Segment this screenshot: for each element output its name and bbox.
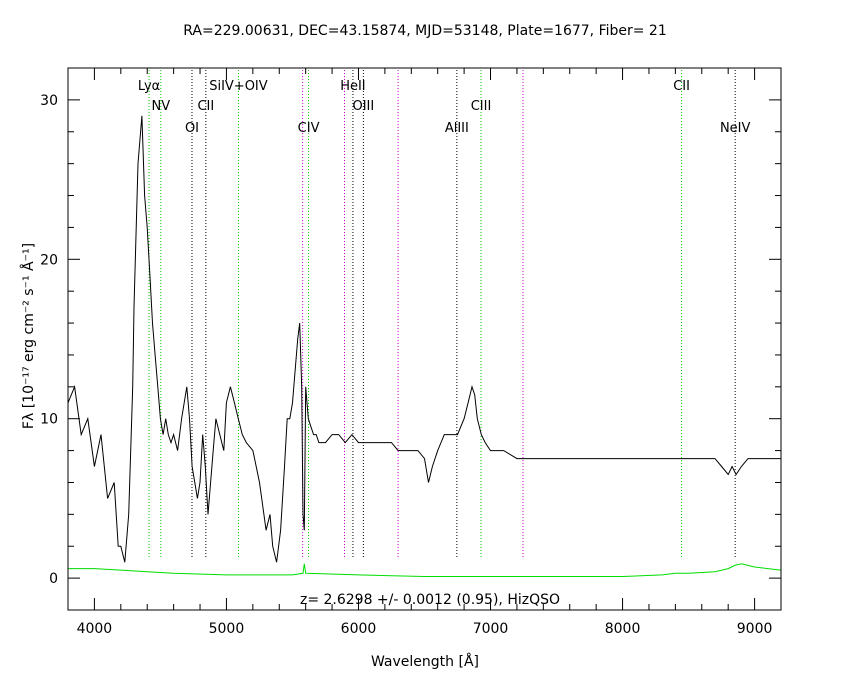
plot-frame xyxy=(67,67,782,611)
x-tick-label: 6000 xyxy=(341,621,377,637)
line-label: CII xyxy=(673,79,690,94)
x-tick-label: 8000 xyxy=(605,621,641,637)
line-label: HeII xyxy=(340,79,365,94)
x-tick-label: 9000 xyxy=(737,621,773,637)
line-label: CIII xyxy=(471,99,492,114)
y-tick-label: 0 xyxy=(49,571,58,587)
y-axis-label: Fλ [10⁻¹⁷ erg cm⁻² s⁻¹ Å⁻¹] xyxy=(20,243,37,429)
line-label: NV xyxy=(152,99,171,114)
chart-title: RA=229.00631, DEC=43.15874, MJD=53148, P… xyxy=(183,23,667,39)
line-label: OI xyxy=(185,121,199,136)
line-label: Lyα xyxy=(138,79,160,94)
y-tick-label: 30 xyxy=(40,93,58,109)
flux-series-line xyxy=(67,115,781,563)
x-tick-label: 7000 xyxy=(473,621,509,637)
y-tick-label: 10 xyxy=(40,412,58,428)
line-label: SiIV+OIV xyxy=(209,79,268,94)
error-series-line xyxy=(68,563,782,577)
line-label: CII xyxy=(197,99,214,114)
y-tick-label: 20 xyxy=(40,252,58,268)
line-label: NeIV xyxy=(720,121,751,136)
series-layer xyxy=(67,115,782,577)
x-tick-label: 4000 xyxy=(77,621,113,637)
axis-ticks: 4000 5000 6000 7000 8000 9000 0 10 20 30 xyxy=(40,67,782,637)
line-label: AlIII xyxy=(445,121,469,136)
x-tick-label: 5000 xyxy=(209,621,245,637)
line-label: OIII xyxy=(352,99,374,114)
x-axis-label: Wavelength [Å] xyxy=(371,653,479,670)
redshift-annotation: z= 2.6298 +/- 0.0012 (0.95), HizQSO xyxy=(300,592,560,608)
line-label: CIV xyxy=(298,121,320,136)
